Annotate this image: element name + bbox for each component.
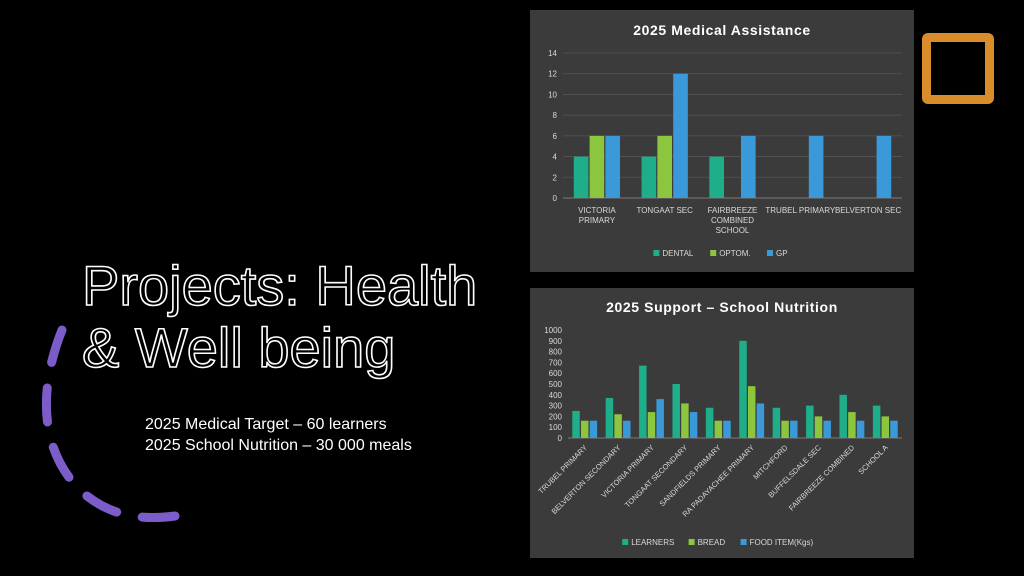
x-category-label: TRUBEL PRIMARY — [765, 206, 835, 215]
y-tick-label: 1000 — [544, 326, 562, 335]
subtitle: 2025 Medical Target – 60 learners 2025 S… — [145, 414, 412, 456]
slide-title: Projects: Health & Well being — [81, 254, 478, 380]
y-tick-label: 300 — [549, 402, 563, 411]
medical-assistance-chart: 2025 Medical Assistance 0 2 4 6 8 10 12 14 VICTOR… — [530, 10, 914, 272]
bar-learners-school-a — [872, 405, 881, 438]
legend-label-gp: GP — [776, 249, 788, 258]
y-tick-label: 0 — [553, 194, 558, 203]
y-tick-label: 2 — [553, 173, 558, 182]
bar-food-item-kgs-buffelsdale-sec — [823, 420, 831, 438]
x-category-label: VICTORIA PRIMARY — [578, 206, 616, 225]
bar-gp-victoria-primary — [605, 135, 621, 198]
x-category-label: BELVERTON SEC — [835, 206, 901, 215]
bar-food-item-kgs-fairbreeze-combined — [856, 420, 865, 438]
bar-food-item-kgs-victoria-primary — [656, 399, 664, 438]
y-tick-label: 100 — [549, 423, 563, 432]
x-category-label: TONGAAT SECONDARY — [623, 443, 689, 509]
y-tick-label: 800 — [549, 348, 563, 357]
bar-food-item-kgs-mitchford — [790, 420, 798, 438]
subtitle-nutrition-target: 2025 School Nutrition – 30 000 meals — [145, 437, 412, 454]
x-category-label: SCHOOL A — [856, 443, 889, 476]
bar-bread-fairbreeze-combined — [848, 412, 856, 438]
bar-learners-mitchford — [772, 407, 781, 438]
legend-swatch-dental — [653, 250, 660, 256]
x-category-label: BELVERTON SECONDARY — [550, 443, 623, 516]
legend-label-optom: OPTOM. — [719, 249, 750, 258]
bar-learners-ra-padayachee-primary — [739, 340, 747, 438]
decorative-square-icon — [922, 33, 994, 104]
bar-bread-belverton-secondary — [614, 414, 622, 438]
bar-gp-fairbreeze-combined-school — [741, 135, 756, 198]
medical-chart-svg: 2025 Medical Assistance 0 2 4 6 8 10 12 14 VICTOR… — [548, 22, 902, 258]
bar-bread-mitchford — [781, 420, 789, 438]
legend-label-dental: DENTAL — [662, 249, 694, 258]
y-tick-label: 600 — [549, 369, 563, 378]
legend-swatch-food-item-kgs — [740, 539, 747, 545]
y-tick-label: 14 — [548, 49, 557, 58]
bar-food-item-kgs-tongaat-secondary — [689, 412, 698, 438]
y-tick-label: 200 — [549, 412, 563, 421]
legend-label-bread: BREAD — [698, 538, 726, 547]
bar-optom-tongaat-sec — [657, 135, 673, 198]
legend-swatch-optom — [710, 250, 717, 256]
bar-learners-tongaat-secondary — [672, 384, 680, 438]
y-tick-label: 10 — [548, 90, 557, 99]
bar-learners-sandfields-primary — [705, 407, 714, 438]
bar-food-item-kgs-sandfields-primary — [723, 420, 731, 438]
bar-dental-tongaat-sec — [641, 156, 657, 198]
bar-bread-school-a — [881, 416, 890, 438]
bar-gp-tongaat-sec — [673, 73, 688, 198]
y-tick-label: 400 — [549, 391, 563, 400]
x-category-label: RA PADAYACHEE PRIMARY — [681, 443, 757, 519]
bar-learners-trubel-primary — [572, 411, 580, 438]
bar-gp-belverton-sec — [876, 135, 892, 198]
bar-learners-victoria-primary — [639, 365, 647, 438]
school-nutrition-chart: 2025 Support – School Nutrition 0 100 200 30… — [530, 288, 914, 558]
y-tick-label: 500 — [549, 380, 563, 389]
y-tick-label: 6 — [553, 132, 558, 141]
x-category-label: SANDFIELDS PRIMARY — [658, 443, 723, 508]
legend-label-food-item-kgs: FOOD ITEM(Kgs) — [750, 538, 814, 547]
subtitle-medical-target: 2025 Medical Target – 60 learners — [145, 416, 387, 433]
chart-title: 2025 Medical Assistance — [633, 22, 811, 38]
bar-bread-ra-padayachee-primary — [747, 386, 756, 438]
bar-bread-buffelsdale-sec — [814, 416, 823, 438]
bar-food-item-kgs-ra-padayachee-primary — [756, 403, 765, 438]
bar-food-item-kgs-belverton-secondary — [623, 420, 631, 438]
chart-title: 2025 Support – School Nutrition — [606, 299, 838, 315]
x-category-label: FAIRBREEZE COMBINED SCHOOL — [708, 206, 758, 235]
y-tick-label: 0 — [558, 434, 563, 443]
decorative-arc — [41, 325, 180, 523]
legend-label-learners: LEARNERS — [631, 538, 674, 547]
bar-bread-sandfields-primary — [714, 420, 723, 438]
legend-swatch-learners — [622, 539, 629, 545]
nutrition-chart-svg: 2025 Support – School Nutrition 0 100 20030… — [536, 299, 902, 547]
y-tick-label: 8 — [553, 111, 558, 120]
y-tick-label: 700 — [549, 358, 563, 367]
bar-food-item-kgs-school-a — [890, 420, 898, 438]
bar-gp-trubel-primary — [808, 135, 824, 198]
y-tick-label: 12 — [548, 70, 557, 79]
y-tick-label: 4 — [553, 153, 558, 162]
x-category-label: TONGAAT SEC — [636, 206, 693, 215]
legend-swatch-bread — [688, 539, 695, 545]
bar-bread-victoria-primary — [647, 412, 656, 438]
bar-dental-victoria-primary — [573, 156, 589, 198]
bar-bread-trubel-primary — [580, 420, 589, 438]
bar-optom-victoria-primary — [589, 135, 605, 198]
bar-bread-tongaat-secondary — [681, 403, 689, 438]
bar-food-item-kgs-trubel-primary — [589, 420, 598, 438]
bar-dental-fairbreeze-combined-school — [709, 156, 724, 198]
y-tick-label: 900 — [549, 337, 563, 346]
legend-swatch-gp — [767, 250, 773, 256]
x-category-label: FAIRBREEZE COMBINED — [787, 443, 857, 513]
bar-learners-fairbreeze-combined — [839, 394, 847, 438]
bar-learners-buffelsdale-sec — [806, 405, 814, 438]
bar-learners-belverton-secondary — [605, 398, 614, 438]
